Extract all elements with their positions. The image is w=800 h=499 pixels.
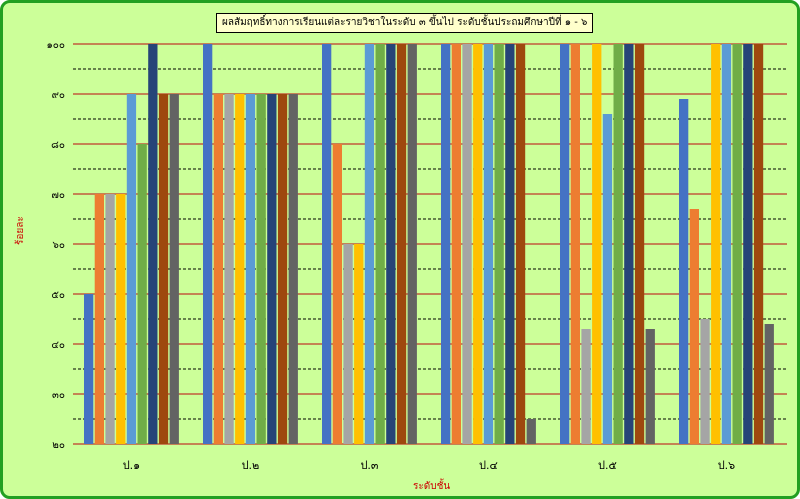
y-tick-label: ๗๐ (51, 190, 65, 201)
bar (711, 44, 721, 444)
bar (602, 114, 613, 444)
bar (105, 194, 115, 444)
bar (613, 44, 623, 444)
y-tick-label: ๑๐๐ (46, 40, 65, 51)
x-tick-label: ป.๔ (479, 459, 498, 472)
bar (354, 244, 364, 444)
x-axis-label: ระดับชั้น (413, 481, 451, 492)
bar (288, 94, 298, 444)
bar (624, 44, 634, 444)
bar (277, 94, 288, 444)
bar (732, 44, 742, 444)
bar (753, 44, 764, 444)
bar (332, 144, 342, 444)
bar (256, 94, 266, 444)
bar (235, 94, 245, 444)
bar (526, 419, 536, 444)
bar (451, 44, 461, 444)
bar (116, 194, 126, 444)
bar (494, 44, 504, 444)
bar (245, 94, 256, 444)
bar (137, 144, 147, 444)
x-tick-label: ป.๒ (242, 459, 260, 472)
bar (515, 44, 526, 444)
chart-title: ผลสัมฤทธิ์ทางการเรียนแต่ละรายวิชาในระดับ… (216, 13, 594, 33)
bar (94, 194, 104, 444)
bar (224, 94, 234, 444)
x-tick-label: ป.๖ (718, 459, 735, 472)
bar (679, 99, 689, 444)
bar (148, 44, 158, 444)
bar (267, 94, 277, 444)
bar (645, 329, 655, 444)
bar (203, 44, 213, 444)
bar (396, 44, 407, 444)
bar (483, 44, 494, 444)
bar (560, 44, 570, 444)
x-tick-label: ป.๕ (598, 459, 617, 472)
bar (126, 94, 137, 444)
bar (743, 44, 753, 444)
y-tick-label: ๒๐ (52, 440, 65, 451)
bar (213, 94, 223, 444)
y-tick-label: ๔๐ (51, 340, 65, 351)
bar (364, 44, 375, 444)
bar (158, 94, 169, 444)
y-tick-label: ๙๐ (52, 90, 65, 101)
bar (375, 44, 385, 444)
bar (343, 244, 353, 444)
y-axis-label: ร้อยละ (15, 216, 26, 245)
bar (441, 44, 451, 444)
bar (689, 209, 699, 444)
bar (407, 44, 417, 444)
bar (592, 44, 602, 444)
bar (581, 329, 591, 444)
bar (505, 44, 515, 444)
x-tick-label: ป.๑ (123, 459, 140, 472)
bar (386, 44, 396, 444)
bar (570, 44, 580, 444)
bar (322, 44, 332, 444)
bar (462, 44, 472, 444)
y-tick-label: ๘๐ (51, 140, 65, 151)
y-tick-label: ๕๐ (51, 290, 65, 301)
y-tick-label: ๓๐ (52, 390, 65, 401)
bar (84, 294, 94, 444)
bar (700, 319, 710, 444)
bar (764, 324, 774, 444)
x-tick-label: ป.๓ (360, 459, 378, 472)
y-tick-label: ๖๐ (53, 240, 65, 251)
bar (473, 44, 483, 444)
bar (721, 44, 732, 444)
bar (169, 94, 179, 444)
bar (634, 44, 645, 444)
